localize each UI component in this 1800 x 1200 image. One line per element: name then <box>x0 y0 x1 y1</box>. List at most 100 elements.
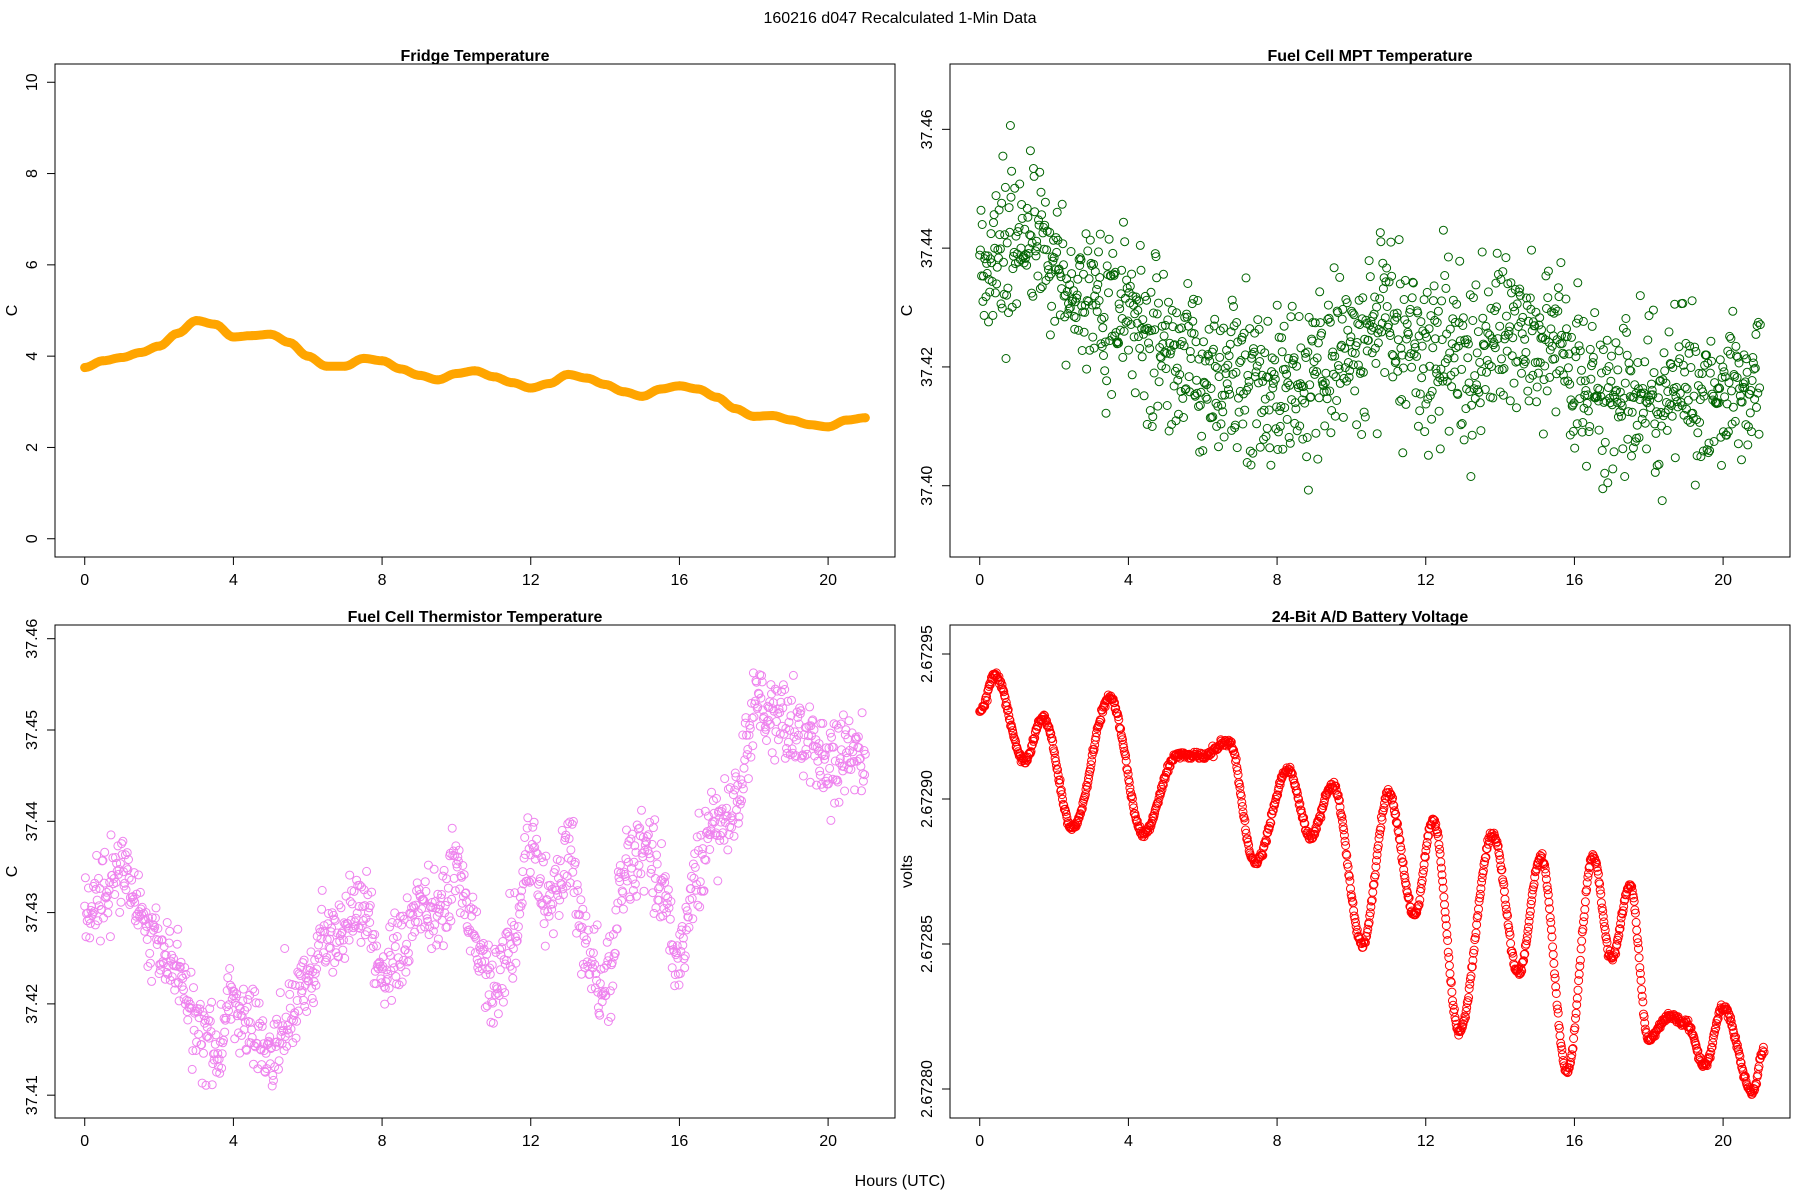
data-point <box>1200 378 1210 388</box>
data-point <box>744 730 754 740</box>
data-point <box>1595 385 1605 395</box>
data-point <box>1527 896 1537 906</box>
data-point <box>1147 422 1157 431</box>
data-point <box>1010 183 1020 193</box>
data-point <box>1444 953 1454 962</box>
data-point <box>1365 908 1375 918</box>
data-point <box>390 942 400 952</box>
data-point <box>1576 376 1586 386</box>
data-point <box>1303 347 1313 357</box>
data-point <box>408 910 418 920</box>
data-point <box>1128 800 1138 809</box>
data-point <box>1439 892 1449 902</box>
data-point <box>1398 858 1408 868</box>
data-marks <box>80 668 870 1091</box>
data-marks <box>975 121 1765 506</box>
data-point <box>1521 348 1531 357</box>
data-point <box>1683 395 1693 405</box>
data-point <box>634 860 644 870</box>
data-point <box>1324 313 1334 323</box>
data-point <box>303 976 313 986</box>
data-point <box>694 808 704 818</box>
data-point <box>1259 841 1269 851</box>
data-point <box>1418 869 1428 879</box>
data-point <box>530 842 540 852</box>
data-point <box>1492 302 1501 312</box>
data-point <box>1052 207 1062 217</box>
x-tick-label: 4 <box>229 1133 238 1150</box>
data-point <box>860 749 870 759</box>
data-point <box>280 1031 290 1041</box>
data-point <box>791 751 801 761</box>
data-point <box>1310 318 1320 328</box>
data-point <box>1498 390 1508 400</box>
data-point <box>1641 396 1651 406</box>
data-point <box>1610 392 1620 402</box>
data-point <box>185 999 195 1009</box>
data-point <box>735 795 745 805</box>
data-point <box>1372 302 1382 312</box>
data-point <box>857 786 866 796</box>
data-point <box>1294 794 1304 804</box>
data-point <box>1519 950 1529 959</box>
data-point <box>828 742 838 752</box>
data-point <box>1290 418 1300 428</box>
data-point <box>675 969 685 979</box>
data-point <box>250 987 260 997</box>
data-point <box>334 900 344 910</box>
data-point <box>738 730 748 740</box>
data-point <box>1501 900 1511 910</box>
data-point <box>1445 324 1455 334</box>
data-point <box>1241 828 1251 838</box>
data-point <box>1621 314 1631 323</box>
data-point <box>1044 272 1054 282</box>
data-point <box>120 850 130 860</box>
data-point <box>1530 872 1540 882</box>
data-point <box>1368 322 1378 332</box>
data-point <box>1092 728 1101 738</box>
data-point <box>255 1018 265 1028</box>
data-point <box>387 918 397 927</box>
data-point <box>1335 272 1345 282</box>
data-point <box>859 746 869 755</box>
data-point <box>1051 233 1061 243</box>
data-point <box>987 258 997 268</box>
data-point <box>260 1066 270 1076</box>
data-point <box>1597 903 1607 913</box>
data-point <box>1417 876 1427 885</box>
data-point <box>1087 756 1097 766</box>
x-tick-label: 20 <box>819 1133 837 1150</box>
data-point <box>1408 278 1418 288</box>
data-point <box>314 940 323 950</box>
data-point <box>488 998 498 1008</box>
data-point <box>1352 338 1362 347</box>
data-point <box>1692 451 1702 461</box>
data-point <box>1517 958 1527 968</box>
data-point <box>1590 308 1600 318</box>
data-point <box>114 869 123 879</box>
data-point <box>1255 442 1265 452</box>
data-point <box>1260 394 1270 404</box>
data-point <box>544 911 554 921</box>
data-point <box>1571 352 1581 362</box>
data-point <box>1649 368 1659 378</box>
data-point <box>1393 366 1403 376</box>
data-point <box>783 696 793 706</box>
data-point <box>380 999 390 1009</box>
data-point <box>1208 412 1218 422</box>
data-point <box>548 929 558 939</box>
data-point <box>1310 369 1320 379</box>
y-tick-label: 37.41 <box>24 1075 41 1115</box>
data-point <box>1059 800 1069 810</box>
data-point <box>1415 389 1425 399</box>
data-point <box>1520 357 1530 366</box>
data-point <box>1375 294 1385 304</box>
data-point <box>1598 345 1608 355</box>
data-point <box>1298 434 1308 444</box>
data-point <box>807 716 817 726</box>
data-point <box>1254 324 1264 334</box>
data-point <box>854 743 864 753</box>
data-point <box>1558 1050 1567 1060</box>
data-point <box>124 873 134 883</box>
data-point <box>1262 836 1271 846</box>
